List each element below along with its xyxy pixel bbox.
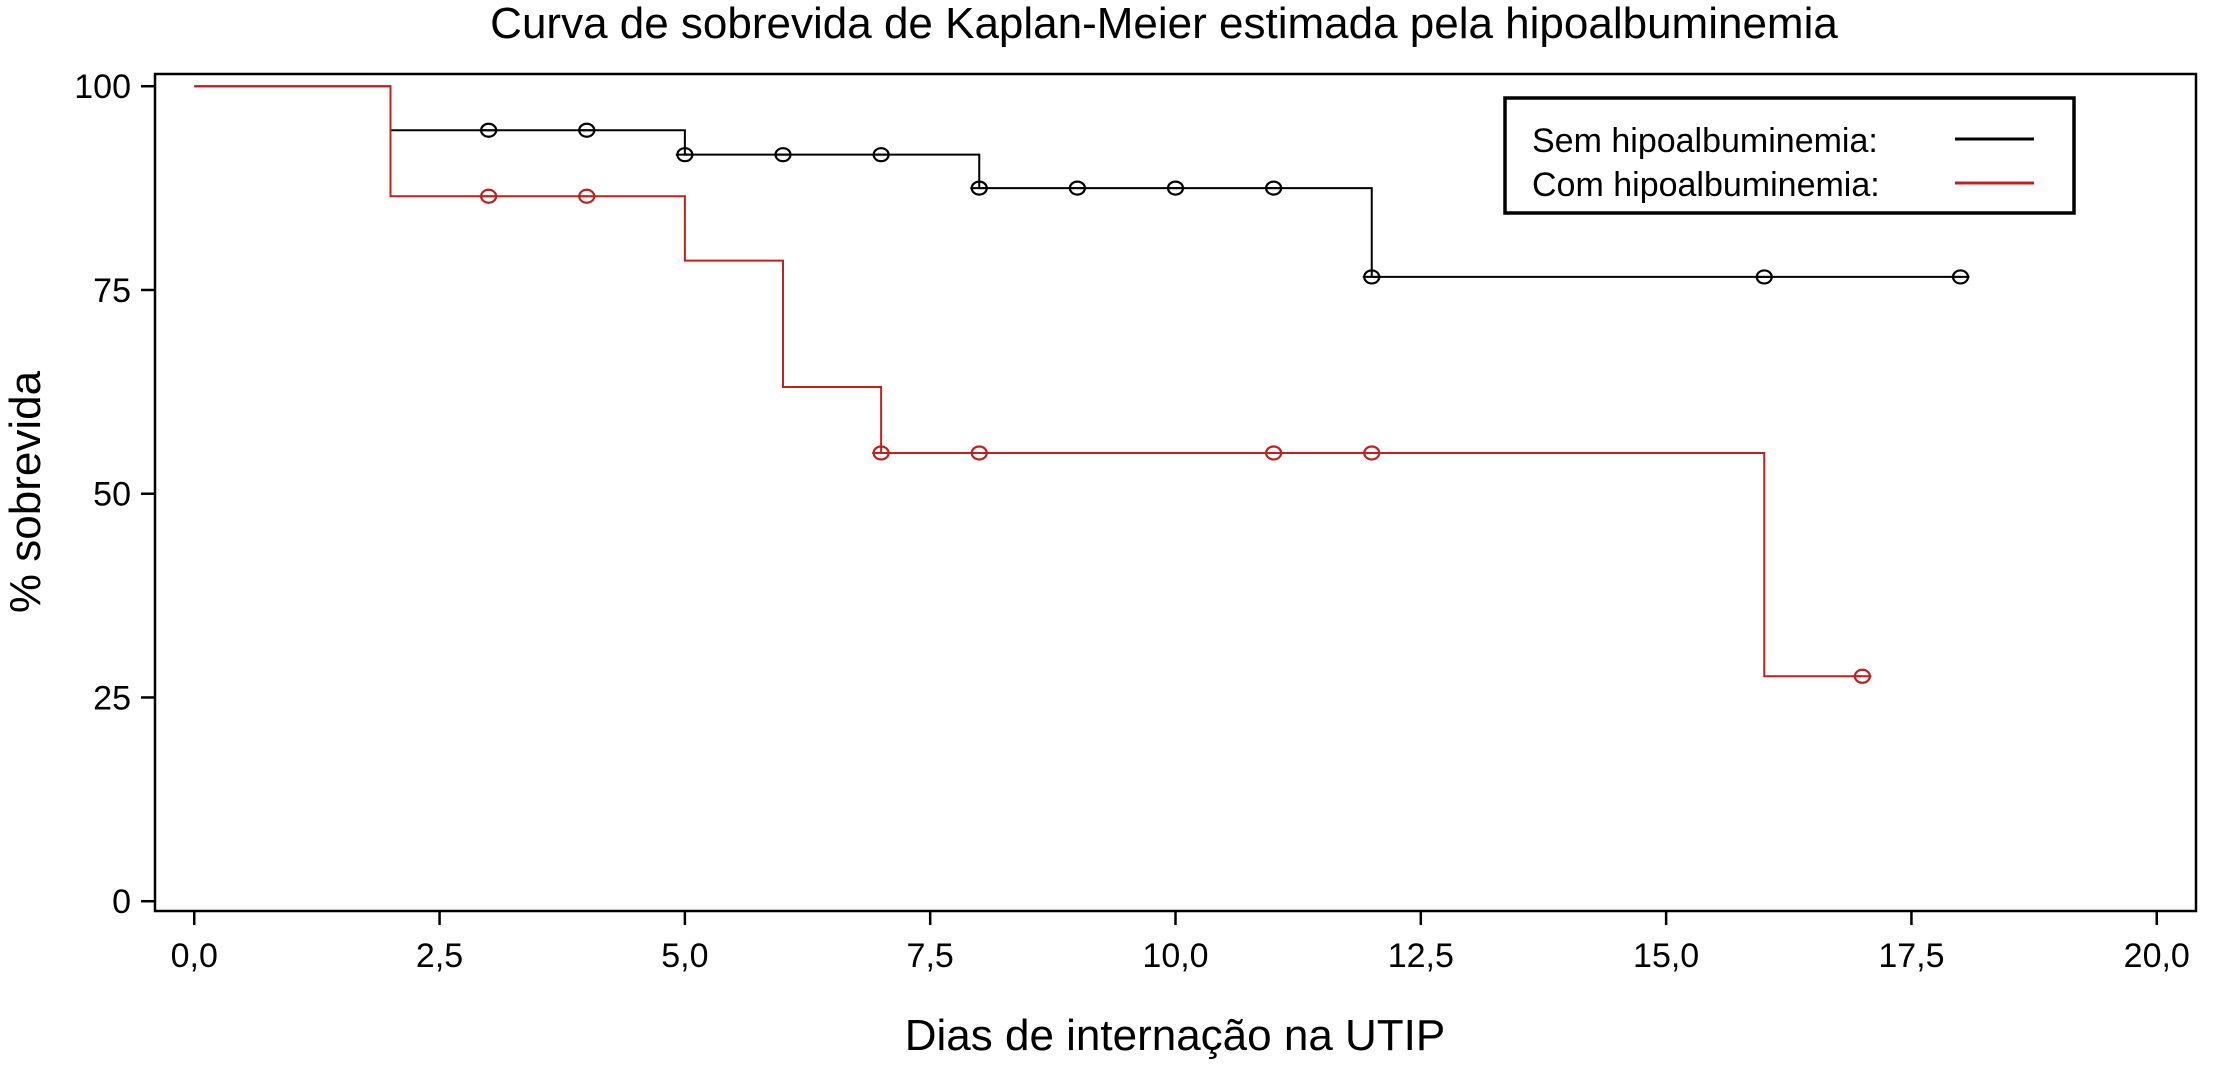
y-tick-label: 50 (93, 476, 131, 514)
x-axis: 0,0 2,5 5,0 7,5 10,0 12,5 15,0 17,5 20,0 (171, 911, 2190, 975)
y-axis: 0 25 50 75 100 (74, 68, 155, 921)
x-tick-label: 7,5 (907, 937, 954, 975)
x-tick-label: 15,0 (1633, 937, 1699, 975)
x-tick-label: 2,5 (416, 937, 463, 975)
x-tick-label: 5,0 (661, 937, 708, 975)
x-tick-label: 12,5 (1388, 937, 1454, 975)
y-axis-label: % sobrevida (1, 370, 50, 613)
series-com-hipoalbuminemia (194, 85, 1872, 684)
x-tick-label: 0,0 (171, 937, 218, 975)
survival-step-line (194, 85, 1863, 678)
y-tick-label: 100 (74, 68, 131, 106)
legend-label-com: Com hipoalbuminemia: (1532, 166, 1880, 204)
legend: Sem hipoalbuminemia: Com hipoalbuminemia… (1503, 96, 2076, 215)
chart-title: Curva de sobrevida de Kaplan-Meier estim… (490, 0, 1838, 48)
x-axis-label: Dias de internação na UTIP (905, 1011, 1446, 1060)
y-tick-label: 75 (93, 272, 131, 310)
series-layer (194, 85, 1970, 684)
x-tick-label: 10,0 (1142, 937, 1208, 975)
y-tick-label: 25 (93, 679, 131, 717)
legend-box (1503, 96, 2076, 215)
y-tick-label: 0 (112, 883, 131, 921)
x-tick-label: 20,0 (2124, 937, 2190, 975)
legend-label-sem: Sem hipoalbuminemia: (1532, 122, 1878, 160)
x-tick-label: 17,5 (1878, 937, 1944, 975)
